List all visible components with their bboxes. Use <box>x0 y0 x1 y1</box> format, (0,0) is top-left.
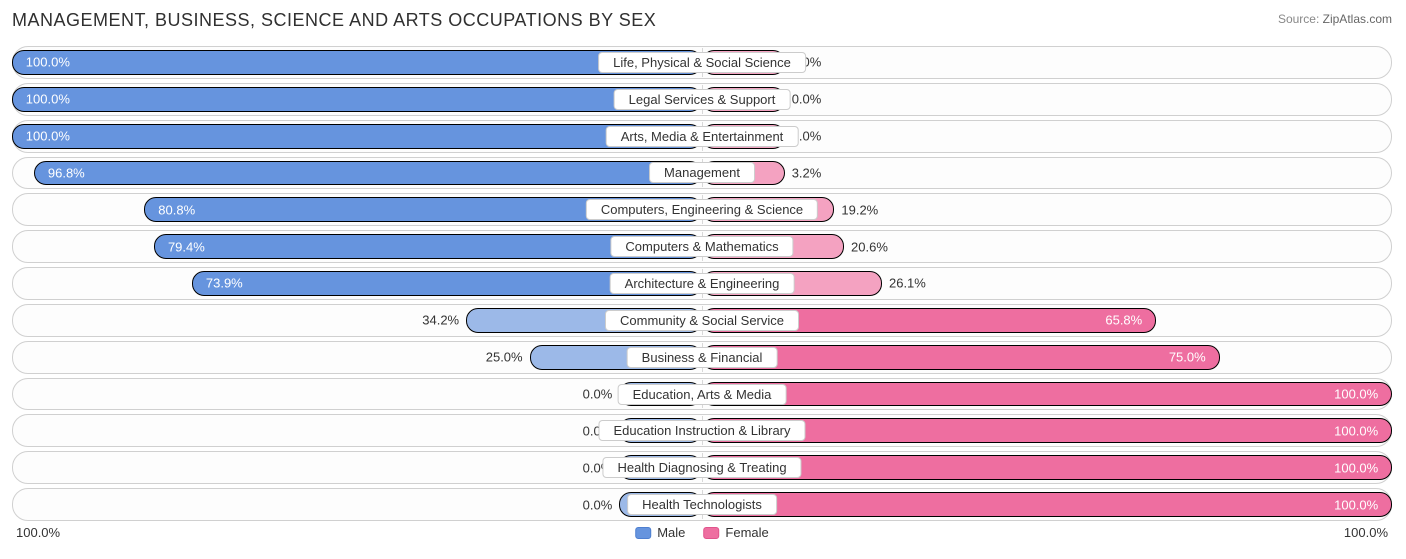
chart-row: 79.4% 20.6% Computers & Mathematics <box>12 230 1392 263</box>
male-value: 100.0% <box>26 55 70 70</box>
legend: Male Female <box>635 525 769 540</box>
male-bar <box>34 161 702 186</box>
axis: 100.0% Male Female 100.0% <box>12 525 1392 541</box>
category-label: Business & Financial <box>627 347 778 368</box>
chart-row: 0.0%100.0%Education Instruction & Librar… <box>12 414 1392 447</box>
male-value: 96.8% <box>48 165 85 180</box>
male-value: 0.0% <box>583 497 613 512</box>
category-label: Computers, Engineering & Science <box>586 199 818 220</box>
chart-row: 96.8% 3.2% Management <box>12 157 1392 190</box>
axis-right-label: 100.0% <box>1344 525 1388 540</box>
chart-row: 34.2% 65.8% Community & Social Service <box>12 304 1392 337</box>
category-label: Health Diagnosing & Treating <box>602 457 801 478</box>
chart-row: 100.0%0.0%Life, Physical & Social Scienc… <box>12 46 1392 79</box>
category-label: Health Technologists <box>627 494 777 515</box>
male-bar <box>12 87 702 112</box>
female-value: 100.0% <box>1334 387 1378 402</box>
legend-female: Female <box>703 525 768 540</box>
category-label: Life, Physical & Social Science <box>598 52 806 73</box>
category-label: Architecture & Engineering <box>610 273 795 294</box>
male-value: 80.8% <box>158 202 195 217</box>
male-value: 100.0% <box>26 129 70 144</box>
chart-row: 25.0% 75.0% Business & Financial <box>12 341 1392 374</box>
female-value: 20.6% <box>851 239 888 254</box>
female-bar <box>702 345 1220 370</box>
female-bar <box>702 418 1392 443</box>
source-label: Source: <box>1278 12 1319 26</box>
legend-female-label: Female <box>725 525 768 540</box>
male-value: 25.0% <box>486 350 523 365</box>
swatch-female <box>703 527 719 539</box>
legend-male-label: Male <box>657 525 685 540</box>
female-value: 3.2% <box>792 165 822 180</box>
female-value: 65.8% <box>1105 313 1142 328</box>
male-value: 100.0% <box>26 92 70 107</box>
female-bar <box>702 382 1392 407</box>
chart-row: 100.0%0.0%Arts, Media & Entertainment <box>12 120 1392 153</box>
category-label: Management <box>649 162 755 183</box>
male-value: 79.4% <box>168 239 205 254</box>
female-value: 100.0% <box>1334 497 1378 512</box>
category-label: Arts, Media & Entertainment <box>606 126 799 147</box>
category-label: Community & Social Service <box>605 310 799 331</box>
male-value: 73.9% <box>206 276 243 291</box>
chart-title: MANAGEMENT, BUSINESS, SCIENCE AND ARTS O… <box>12 10 656 31</box>
female-bar <box>702 455 1392 480</box>
female-value: 100.0% <box>1334 460 1378 475</box>
chart-row: 0.0% 100.0% Education, Arts & Media <box>12 378 1392 411</box>
legend-male: Male <box>635 525 685 540</box>
category-label: Computers & Mathematics <box>610 236 793 257</box>
male-bar <box>12 124 702 149</box>
source-attribution: Source: ZipAtlas.com <box>1278 12 1392 26</box>
male-value: 0.0% <box>583 387 613 402</box>
chart-row: 0.0%100.0%Health Diagnosing & Treating <box>12 451 1392 484</box>
female-value: 75.0% <box>1169 350 1206 365</box>
male-value: 34.2% <box>422 313 459 328</box>
female-value: 19.2% <box>841 202 878 217</box>
category-label: Legal Services & Support <box>614 89 791 110</box>
female-value: 0.0% <box>792 92 822 107</box>
chart-row: 73.9% 26.1% Architecture & Engineering <box>12 267 1392 300</box>
female-bar <box>702 492 1392 517</box>
category-label: Education, Arts & Media <box>618 384 787 405</box>
chart-row: 0.0% 100.0% Health Technologists <box>12 488 1392 521</box>
axis-left-label: 100.0% <box>16 525 60 540</box>
chart-row: 100.0% 0.0%Legal Services & Support <box>12 83 1392 116</box>
source-name: ZipAtlas.com <box>1323 12 1392 26</box>
swatch-male <box>635 527 651 539</box>
chart-row: 80.8% 19.2% Computers, Engineering & Scien… <box>12 193 1392 226</box>
female-value: 100.0% <box>1334 423 1378 438</box>
category-label: Education Instruction & Library <box>598 420 805 441</box>
female-value: 26.1% <box>889 276 926 291</box>
chart-area: 100.0% 0.0% Life, Physical & Social Scienc… <box>12 46 1392 521</box>
